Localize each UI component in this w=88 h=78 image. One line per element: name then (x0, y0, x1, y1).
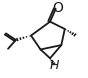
Text: O: O (52, 1, 63, 16)
Text: H: H (49, 59, 59, 72)
